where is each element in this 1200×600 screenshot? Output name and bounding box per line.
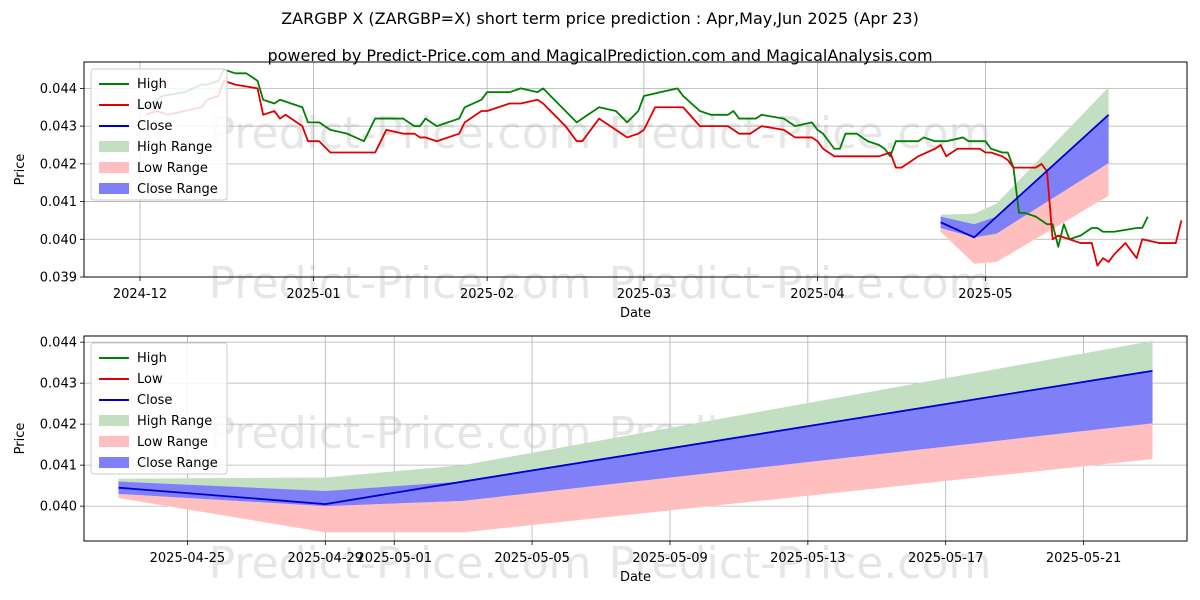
y-tick-label: 0.042 <box>40 418 77 433</box>
x-tick-label: 2025-05-13 <box>770 551 846 566</box>
x-tick-label: 2025-05 <box>958 287 1012 302</box>
legend-label: Low <box>137 98 163 113</box>
x-tick-label: 2025-05-05 <box>494 551 570 566</box>
y-tick-label: 0.043 <box>40 120 77 135</box>
legend-swatch-patch <box>99 415 129 426</box>
y-axis-label: Price <box>13 154 28 186</box>
y-tick-label: 0.043 <box>40 377 77 392</box>
x-tick-label: 2025-05-17 <box>908 551 984 566</box>
legend-label: Low <box>137 372 163 387</box>
legend-label: High <box>137 351 167 366</box>
x-tick-label: 2025-05-21 <box>1046 551 1122 566</box>
watermark-text: Predict-Price.com <box>609 538 992 589</box>
x-tick-label: 2025-04 <box>790 287 844 302</box>
x-tick-label: 2025-05-09 <box>632 551 708 566</box>
legend-swatch-patch <box>99 457 129 468</box>
chart-title: ZARGBP X (ZARGBP=X) short term price pre… <box>281 9 919 28</box>
x-tick-label: 2025-01 <box>286 287 340 302</box>
legend-label: Low Range <box>137 435 208 450</box>
x-tick-label: 2025-05-01 <box>356 551 432 566</box>
y-tick-label: 0.041 <box>40 195 77 210</box>
close-series-line <box>118 369 1153 506</box>
legend-label: Close Range <box>137 182 218 197</box>
legend-swatch-patch <box>99 436 129 447</box>
watermark-text: Predict-Price.com <box>209 408 592 459</box>
y-tick-label: 0.040 <box>40 500 77 515</box>
low-range-band <box>118 423 1153 533</box>
legend-label: High Range <box>137 414 212 429</box>
low-series-line <box>145 79 1183 267</box>
x-tick-label: 2025-04-29 <box>288 551 364 566</box>
x-tick-label: 2025-04-25 <box>150 551 226 566</box>
x-axis-label: Date <box>620 306 651 321</box>
y-axis-label: Price <box>13 423 28 455</box>
high-range-band <box>118 340 1153 501</box>
x-tick-label: 2025-03 <box>617 287 671 302</box>
legend-label: Close Range <box>137 456 218 471</box>
legend-label: Close <box>137 393 172 408</box>
chart-subtitle: powered by Predict-Price.com and Magical… <box>267 46 933 65</box>
x-axis-label: Date <box>620 570 651 585</box>
y-tick-label: 0.042 <box>40 157 77 172</box>
watermark-text: Predict-Price.com <box>209 538 592 589</box>
y-tick-label: 0.041 <box>40 459 77 474</box>
legend-swatch-patch <box>99 162 129 173</box>
legend-label: High <box>137 77 167 92</box>
x-tick-label: 2025-02 <box>460 287 514 302</box>
y-tick-label: 0.044 <box>40 82 77 97</box>
watermark-text: Predict-Price.com <box>609 258 992 309</box>
legend-swatch-patch <box>99 183 129 194</box>
close-range-band <box>118 370 1153 507</box>
legend-label: Close <box>137 119 172 134</box>
watermark-text: Predict-Price.com <box>609 108 992 159</box>
low-range-band <box>940 163 1109 264</box>
legend-swatch-patch <box>99 141 129 152</box>
y-tick-label: 0.039 <box>40 271 77 286</box>
y-tick-label: 0.040 <box>40 233 77 248</box>
watermark-text: Predict-Price.com <box>209 258 592 309</box>
legend-label: High Range <box>137 140 212 155</box>
legend-label: Low Range <box>137 161 208 176</box>
close-series-line <box>940 114 1110 239</box>
plot-frame <box>83 61 1188 278</box>
plot-frame <box>83 335 1188 542</box>
high-range-band <box>940 87 1109 232</box>
y-tick-label: 0.044 <box>40 336 77 351</box>
x-tick-label: 2024-12 <box>113 287 167 302</box>
